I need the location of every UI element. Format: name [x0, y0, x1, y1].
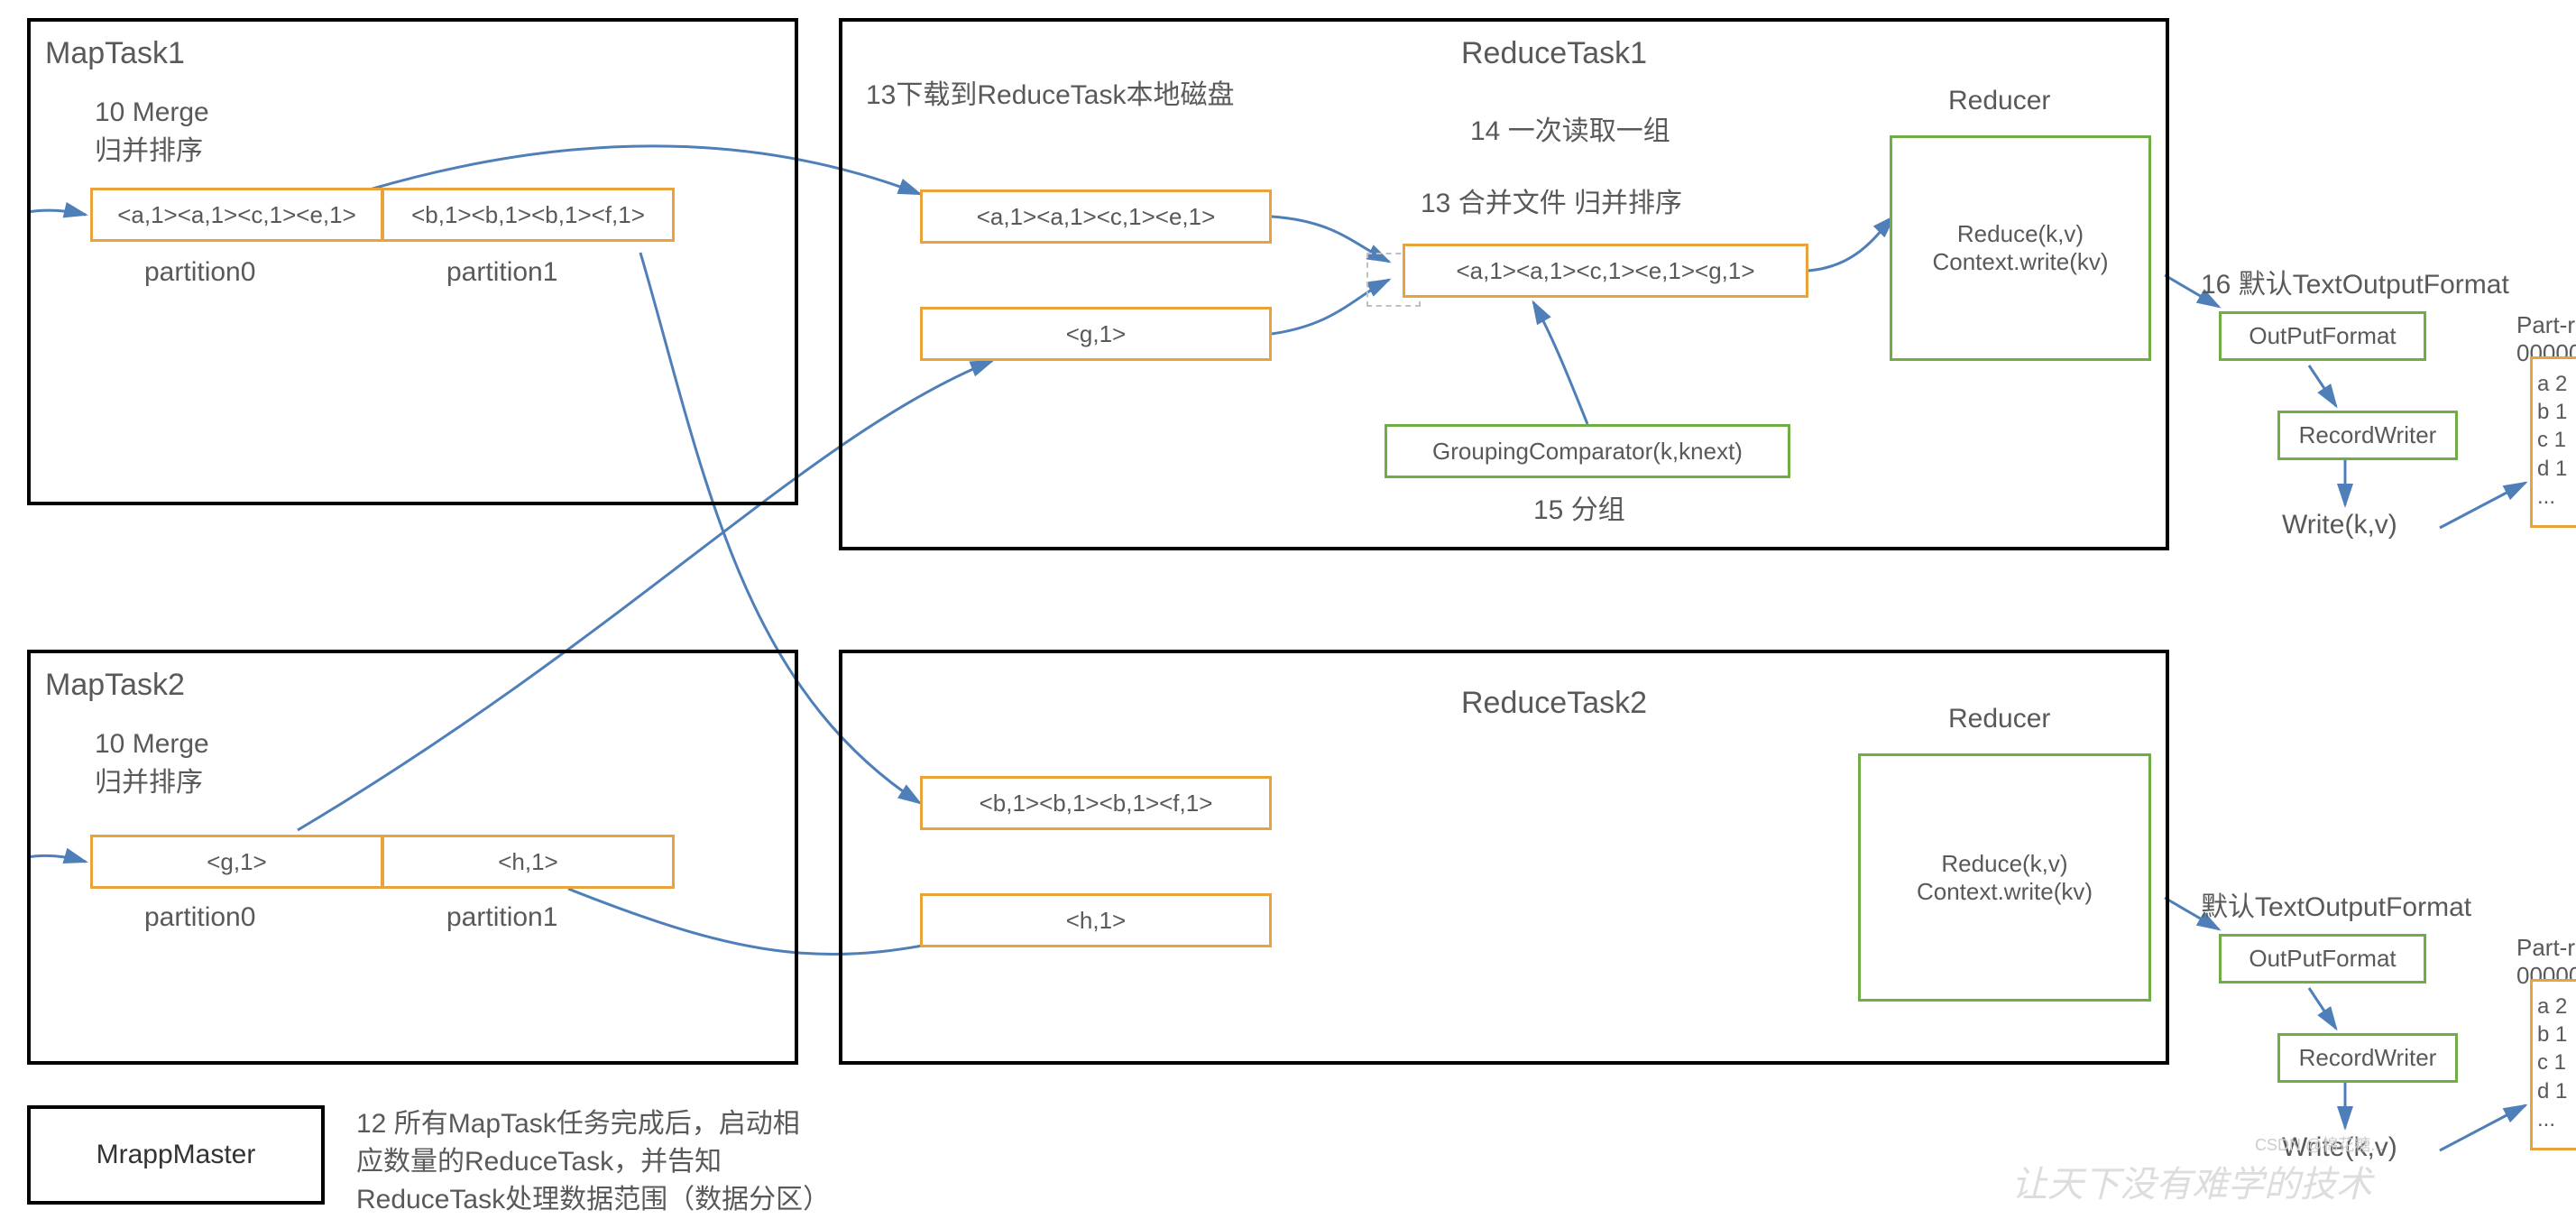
- reducetask1-merged: <a,1><a,1><c,1><e,1><g,1>: [1403, 244, 1808, 298]
- maptask1-merge-label: 10 Merge 归并排序: [95, 97, 209, 168]
- reducetask1-localfile1: <a,1><a,1><c,1><e,1>: [920, 189, 1272, 244]
- reducetask2-localfile1: <b,1><b,1><b,1><f,1>: [920, 776, 1272, 830]
- maptask2-title: MapTask2: [45, 668, 185, 703]
- part-line: c 1: [2528, 1048, 2576, 1076]
- master-title: MrappMaster: [97, 1140, 256, 1170]
- reducetask1-outformat: OutPutFormat: [2219, 311, 2426, 361]
- maptask1-partition1-label: partition1: [446, 257, 557, 288]
- maptask1-partition0-label: partition0: [144, 257, 255, 288]
- reducetask1-title: ReduceTask1: [1461, 36, 1647, 71]
- part-line: b 1: [2528, 398, 2576, 426]
- maptask2-partition0: <g,1>: [90, 835, 383, 889]
- reducetask1-download-label: 13下载到ReduceTask本地磁盘: [866, 72, 1234, 112]
- part-line: ...: [2528, 1105, 2576, 1133]
- reducetask2-outformat: OutPutFormat: [2219, 934, 2426, 984]
- maptask1-container: [27, 18, 798, 505]
- reducetask1-grouping: GroupingComparator(k,knext): [1385, 424, 1790, 478]
- part-line: a 2: [2528, 370, 2576, 398]
- reducetask1-write-label: Write(k,v): [2282, 510, 2397, 540]
- reducetask2-reducer: Reduce(k,v) Context.write(kv): [1858, 753, 2151, 1002]
- reducetask1-grouping-label: 15 分组: [1533, 487, 1625, 527]
- maptask2-partition1-label: partition1: [446, 902, 557, 933]
- master-desc: 12 所有MapTask任务完成后，启动相 应数量的ReduceTask，并告知…: [356, 1105, 830, 1219]
- reducetask1-mergesort-label: 13 合并文件 归并排序: [1421, 180, 1682, 220]
- reducetask2-outformat-label: 默认TextOutputFormat: [2201, 884, 2471, 924]
- reducetask2-title: ReduceTask2: [1461, 686, 1647, 721]
- master-container: MrappMaster: [27, 1105, 325, 1205]
- reducetask2-localfile2: <h,1>: [920, 893, 1272, 947]
- reducetask1-reducer: Reduce(k,v) Context.write(kv): [1890, 135, 2151, 361]
- part-line: ...: [2528, 483, 2576, 511]
- reducetask1-partfile: a 2 b 1 c 1 d 1 ...: [2530, 356, 2576, 528]
- maptask2-partition1: <h,1>: [382, 835, 675, 889]
- maptask2-partition0-label: partition0: [144, 902, 255, 933]
- maptask2-merge-label: 10 Merge 归并排序: [95, 729, 209, 799]
- maptask1-partition1: <b,1><b,1><b,1><f,1>: [382, 188, 675, 242]
- reducetask1-outformat-label: 16 默认TextOutputFormat: [2201, 262, 2509, 301]
- part-line: d 1: [2528, 455, 2576, 483]
- reducetask1-reducer-title: Reducer: [1948, 86, 2050, 116]
- reducetask1-recordwriter: RecordWriter: [2277, 411, 2458, 460]
- reducetask2-recordwriter: RecordWriter: [2277, 1033, 2458, 1083]
- part-line: a 2: [2528, 993, 2576, 1020]
- part-line: b 1: [2528, 1020, 2576, 1048]
- reducetask2-reducer-title: Reducer: [1948, 704, 2050, 734]
- maptask1-partition0: <a,1><a,1><c,1><e,1>: [90, 188, 383, 242]
- reducetask1-readgroup-label: 14 一次读取一组: [1470, 108, 1670, 148]
- reducetask2-write-label: Write(k,v): [2282, 1132, 2397, 1163]
- part-line: d 1: [2528, 1077, 2576, 1105]
- maptask1-title: MapTask1: [45, 36, 185, 71]
- reducetask1-localfile2: <g,1>: [920, 307, 1272, 361]
- part-line: c 1: [2528, 426, 2576, 454]
- reducetask2-partfile: a 2 b 1 c 1 d 1 ...: [2530, 979, 2576, 1150]
